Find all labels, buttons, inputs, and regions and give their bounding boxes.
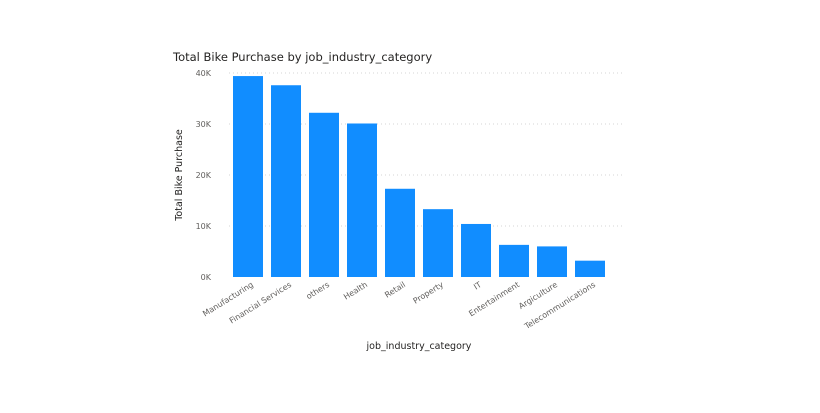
bar[interactable]	[233, 76, 263, 277]
bar[interactable]	[423, 209, 453, 277]
bar[interactable]	[575, 260, 605, 277]
x-tick-label: others	[305, 280, 331, 301]
bar[interactable]	[271, 85, 301, 278]
y-tick-label: 0K	[201, 273, 212, 282]
bars	[233, 76, 605, 278]
bar[interactable]	[385, 188, 415, 277]
bar[interactable]	[461, 223, 491, 277]
y-tick-label: 40K	[196, 69, 212, 78]
chart-title: Total Bike Purchase by job_industry_cate…	[172, 50, 432, 64]
bar[interactable]	[309, 112, 339, 277]
x-tick-label: Property	[412, 280, 446, 306]
x-tick-label: Telecommunications	[522, 280, 597, 331]
x-axis-title: job_industry_category	[366, 341, 472, 352]
bar[interactable]	[499, 244, 529, 277]
bar[interactable]	[347, 123, 377, 278]
x-tick-label: IT	[472, 280, 483, 292]
x-tick-label: Health	[342, 280, 369, 302]
y-tick-label: 20K	[196, 171, 212, 180]
y-axis-ticks: 0K 10K 20K 30K 40K	[196, 69, 212, 282]
y-tick-label: 30K	[196, 120, 212, 129]
x-tick-label: Retail	[383, 280, 407, 300]
y-axis-title: Total Bike Purchase	[174, 129, 185, 222]
y-tick-label: 10K	[196, 222, 212, 231]
bar[interactable]	[537, 246, 567, 277]
